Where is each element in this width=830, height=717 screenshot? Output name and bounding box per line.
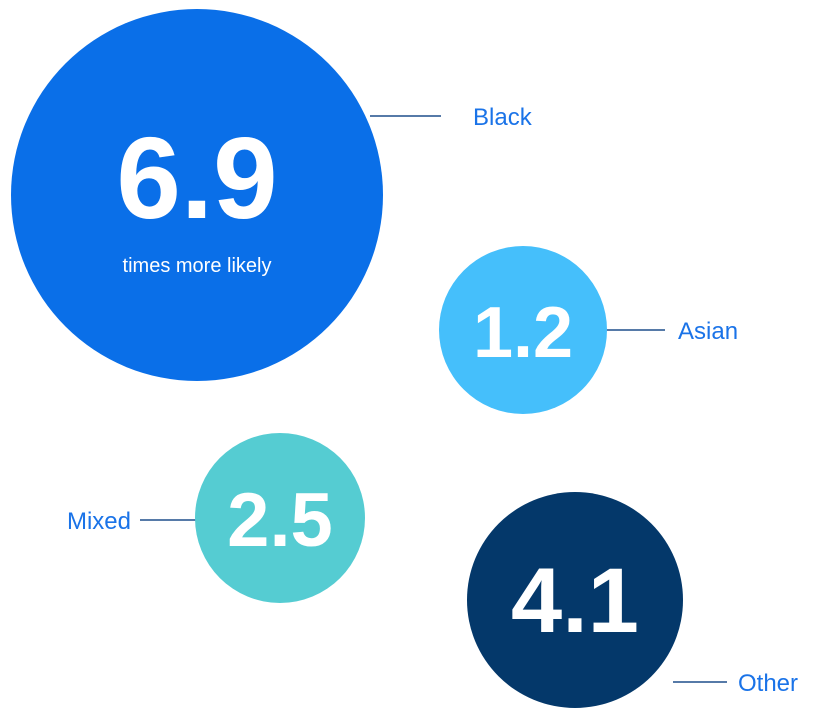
- bubble-caption: times more likely: [123, 255, 272, 277]
- bubble-value-asian: 1.2: [473, 293, 573, 373]
- bubble-asian: [439, 246, 607, 414]
- category-label-black: Black: [473, 104, 533, 131]
- category-label-mixed: Mixed: [67, 508, 131, 535]
- category-label-asian: Asian: [678, 318, 738, 345]
- bubble-black: [11, 9, 383, 381]
- bubble-value-other: 4.1: [511, 550, 639, 652]
- bubble-value-mixed: 2.5: [227, 478, 333, 563]
- bubble-mixed: [195, 433, 365, 603]
- bubble-other: [467, 492, 683, 708]
- category-label-other: Other: [738, 670, 798, 697]
- bubble-value-black: 6.9: [116, 113, 277, 243]
